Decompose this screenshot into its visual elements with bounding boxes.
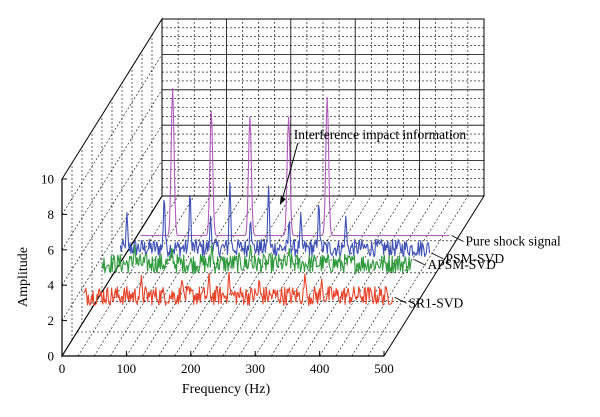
grid-line-side-h [61,54,163,215]
chart-series-group [83,88,450,306]
grid-line-floor [303,195,404,357]
x-tick-label: 0 [59,361,66,376]
grid-line-floor [222,195,324,357]
y-tick-label: 8 [48,207,55,222]
grid-line-floor [158,195,259,357]
y-tick-label: 4 [48,278,55,293]
grid-line-side-h [61,125,163,286]
series-label-leader [451,235,464,242]
y-tick-label: 0 [48,349,55,364]
x-tick-label: 100 [117,361,137,376]
y-tick-label: 6 [48,242,55,257]
grid-line-floor [319,195,420,357]
chart-axes [61,178,385,357]
grid-line-floor [93,195,195,357]
grid-line-floor [77,195,179,357]
annotation-arrow-line [281,142,299,202]
grid-line-floor [254,195,356,357]
y-axis-label: Amplitude [16,247,31,307]
x-tick-label: 200 [181,361,201,376]
grid-line-floor [142,195,243,357]
series-line-pure-shock-signal [140,88,450,237]
x-axis-label: Frequency (Hz) [182,382,271,397]
series-line-apsm-svd [101,244,413,274]
annotation-text: Interference impact information [294,127,467,142]
series-line-sr1-svd [83,271,394,306]
x-tick-label: 300 [245,361,265,376]
series-label-leader [413,258,426,266]
series-label: APSM-SVD [428,257,497,272]
series-line-psm-svd [119,181,431,258]
series-label: SR1-SVD [409,295,464,310]
y-tick-label: 2 [48,313,55,328]
x-tick-label: 500 [374,361,394,376]
series-label: Pure shock signal [466,233,561,248]
chart-labels: Frequency (Hz) Amplitude Pure shock sign… [16,127,561,397]
grid-line-side-h [61,160,163,321]
x-tick-label: 400 [310,361,330,376]
grid-line-side-h [61,89,163,250]
grid-line-floor [238,195,340,357]
series-label: PSM-SVD [446,251,505,266]
chart-grid [61,19,484,357]
grid-line-floor [110,195,211,357]
grid-line-floor [190,195,292,357]
grid-line-floor [335,195,436,357]
y-tick-label: 10 [41,172,54,187]
annotation-arrow-head [279,196,286,206]
grid-line-floor [367,195,469,357]
grid-line-floor [174,195,275,357]
grid-line-floor [271,195,372,357]
grid-line-floor [206,195,308,357]
series-label-leader [431,252,444,260]
grid-line-floor [351,195,453,357]
grid-line-floor [287,195,388,357]
series-label-leader [394,296,407,304]
